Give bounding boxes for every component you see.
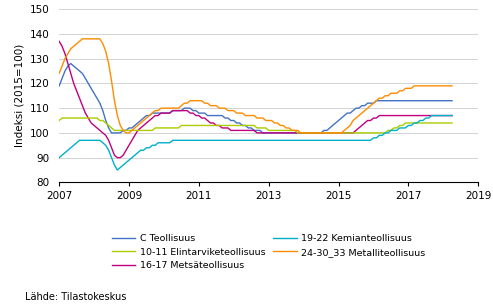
16-17 Metsäteollisuus — [449, 114, 455, 117]
Line: 19-22 Kemianteollisuus: 19-22 Kemianteollisuus — [59, 116, 452, 170]
10-11 Elintarviketeollisuus — [385, 129, 391, 132]
19-22 Kemianteollisuus — [379, 133, 385, 137]
16-17 Metsäteollisuus — [376, 114, 382, 117]
19-22 Kemianteollisuus — [382, 131, 388, 135]
24-30_33 Metalliteollisuus — [449, 84, 455, 88]
16-17 Metsäteollisuus — [103, 133, 108, 137]
10-11 Elintarviketeollisuus — [106, 124, 111, 127]
10-11 Elintarviketeollisuus — [59, 116, 65, 120]
24-30_33 Metalliteollisuus — [79, 37, 85, 41]
C Teollisuus — [431, 99, 437, 102]
24-30_33 Metalliteollisuus — [382, 94, 388, 98]
24-30_33 Metalliteollisuus — [106, 62, 111, 65]
Line: 10-11 Elintarviketeollisuus: 10-11 Elintarviketeollisuus — [59, 118, 452, 133]
24-30_33 Metalliteollisuus — [213, 104, 219, 108]
24-30_33 Metalliteollisuus — [431, 84, 437, 88]
C Teollisuus — [68, 62, 74, 65]
16-17 Metsäteollisuus — [382, 114, 388, 117]
24-30_33 Metalliteollisuus — [123, 131, 129, 135]
C Teollisuus — [108, 131, 114, 135]
C Teollisuus — [213, 114, 219, 117]
10-11 Elintarviketeollisuus — [382, 131, 388, 135]
Line: 24-30_33 Metalliteollisuus: 24-30_33 Metalliteollisuus — [59, 39, 452, 133]
C Teollisuus — [106, 126, 111, 130]
C Teollisuus — [385, 99, 391, 102]
10-11 Elintarviketeollisuus — [431, 121, 437, 125]
19-22 Kemianteollisuus — [431, 114, 437, 117]
C Teollisuus — [449, 99, 455, 102]
19-22 Kemianteollisuus — [114, 168, 120, 172]
10-11 Elintarviketeollisuus — [211, 124, 216, 127]
16-17 Metsäteollisuus — [429, 114, 435, 117]
10-11 Elintarviketeollisuus — [295, 131, 301, 135]
19-22 Kemianteollisuus — [103, 143, 108, 147]
10-11 Elintarviketeollisuus — [56, 119, 62, 122]
16-17 Metsäteollisuus — [56, 40, 62, 43]
19-22 Kemianteollisuus — [449, 114, 455, 117]
Y-axis label: Indeksi (2015=100): Indeksi (2015=100) — [14, 44, 24, 147]
10-11 Elintarviketeollisuus — [379, 131, 385, 135]
Line: C Teollisuus: C Teollisuus — [59, 64, 452, 133]
Line: 16-17 Metsäteollisuus: 16-17 Metsäteollisuus — [59, 41, 452, 158]
19-22 Kemianteollisuus — [376, 133, 382, 137]
24-30_33 Metalliteollisuus — [385, 94, 391, 98]
Legend: C Teollisuus, 10-11 Elintarviketeollisuus, 16-17 Metsäteollisuus, 19-22 Kemiante: C Teollisuus, 10-11 Elintarviketeollisuu… — [111, 234, 426, 270]
10-11 Elintarviketeollisuus — [449, 121, 455, 125]
16-17 Metsäteollisuus — [114, 156, 120, 160]
24-30_33 Metalliteollisuus — [379, 96, 385, 100]
19-22 Kemianteollisuus — [211, 139, 216, 142]
24-30_33 Metalliteollisuus — [56, 72, 62, 75]
Text: Lähde: Tilastokeskus: Lähde: Tilastokeskus — [25, 292, 126, 302]
C Teollisuus — [379, 99, 385, 102]
19-22 Kemianteollisuus — [56, 156, 62, 160]
C Teollisuus — [56, 84, 62, 88]
C Teollisuus — [382, 99, 388, 102]
16-17 Metsäteollisuus — [211, 121, 216, 125]
16-17 Metsäteollisuus — [379, 114, 385, 117]
19-22 Kemianteollisuus — [429, 114, 435, 117]
